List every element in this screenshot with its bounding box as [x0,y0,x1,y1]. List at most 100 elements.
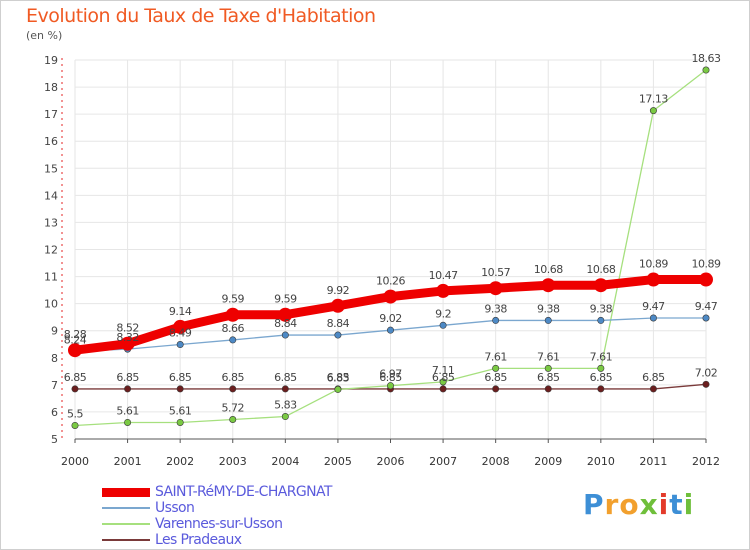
data-label: 5.72 [222,402,245,415]
data-label: 8.84 [274,317,297,330]
x-tick-label: 2012 [692,455,720,468]
data-point [492,364,500,372]
data-point [386,326,394,334]
y-tick-label: 15 [44,162,58,175]
data-point [544,364,552,372]
data-point [71,385,79,393]
logo-letter: P [583,488,605,521]
data-point [649,107,657,115]
data-label: 7.61 [484,350,507,363]
data-label: 10.57 [481,266,510,279]
data-point [229,385,237,393]
y-tick-label: 5 [51,433,58,446]
data-point [176,341,184,349]
logo-letter: i [683,488,695,521]
data-point [281,385,289,393]
data-point [649,385,657,393]
data-label: 9.59 [222,293,245,306]
legend-swatch [102,523,150,525]
y-tick-label: 19 [44,54,58,67]
legend-label: SAINT-RéMY-DE-CHARGNAT [155,484,332,500]
data-point [120,336,135,351]
data-label: 7.02 [695,366,718,379]
data-point [334,385,342,393]
x-tick-label: 2007 [429,455,457,468]
y-tick-label: 8 [51,352,58,365]
data-point [597,364,605,372]
data-point [646,272,661,287]
x-tick-label: 2005 [324,455,352,468]
data-point [597,316,605,324]
data-label: 6.85 [327,371,350,384]
data-point [68,343,82,358]
data-point [71,421,79,429]
data-point [330,298,345,313]
y-tick-label: 14 [44,189,58,202]
data-point [439,378,447,386]
y-tick-label: 12 [44,244,58,257]
data-label: 17.13 [639,93,668,106]
x-tick-label: 2010 [587,455,615,468]
data-point [439,321,447,329]
data-point [593,278,608,293]
data-label: 6.85 [537,371,560,384]
data-point [173,319,188,334]
data-point [544,385,552,393]
data-label: 6.85 [590,371,613,384]
data-point [439,385,447,393]
y-tick-label: 17 [44,108,58,121]
x-tick-label: 2000 [61,455,89,468]
data-point [229,336,237,344]
logo-letter: i [658,488,670,521]
data-point [702,380,710,388]
data-point [124,385,132,393]
data-point [386,382,394,390]
logo-letter: x [639,488,659,521]
data-label: 7.11 [432,364,455,377]
data-point [492,316,500,324]
data-point [702,66,710,74]
data-label: 6.85 [64,371,87,384]
data-label: 6.83 [327,371,350,384]
data-label: 6.85 [274,371,297,384]
data-label: 7.61 [590,350,613,363]
data-label: 9.92 [327,284,350,297]
data-label: 9.2 [435,307,451,320]
data-label: 8.24 [64,333,87,346]
x-tick-label: 2004 [271,455,299,468]
chart-title: Evolution du Taux de Taxe d'Habitation [26,5,376,27]
data-point [278,307,293,322]
x-tick-label: 2008 [482,455,510,468]
x-tick-label: 2009 [534,455,562,468]
logo-letter: r [604,488,620,521]
data-label: 6.85 [484,371,507,384]
x-tick-label: 2003 [219,455,247,468]
data-label: 5.61 [116,404,139,417]
y-tick-label: 6 [51,406,58,419]
data-point [229,416,237,424]
data-point [124,418,132,426]
logo-letter: o [619,488,640,521]
data-label: 5.61 [169,404,192,417]
data-point [436,283,451,298]
data-label: 6.85 [642,371,665,384]
data-label: 9.47 [642,300,665,313]
data-label: 6.85 [379,371,402,384]
data-label: 8.28 [64,328,87,341]
data-label: 9.59 [274,293,297,306]
y-tick-label: 11 [44,271,58,284]
data-label: 10.89 [692,258,721,271]
data-label: 9.02 [379,312,402,325]
data-label: 5.5 [67,407,83,420]
data-label: 10.68 [534,263,563,276]
data-point [281,413,289,421]
data-point [702,314,710,322]
data-label: 9.38 [537,302,560,315]
data-label: 9.38 [484,302,507,315]
data-label: 5.83 [274,399,297,412]
legend-label: Usson [155,500,195,516]
data-label: 18.63 [692,52,721,65]
data-label: 7.61 [537,350,560,363]
data-label: 6.85 [432,371,455,384]
